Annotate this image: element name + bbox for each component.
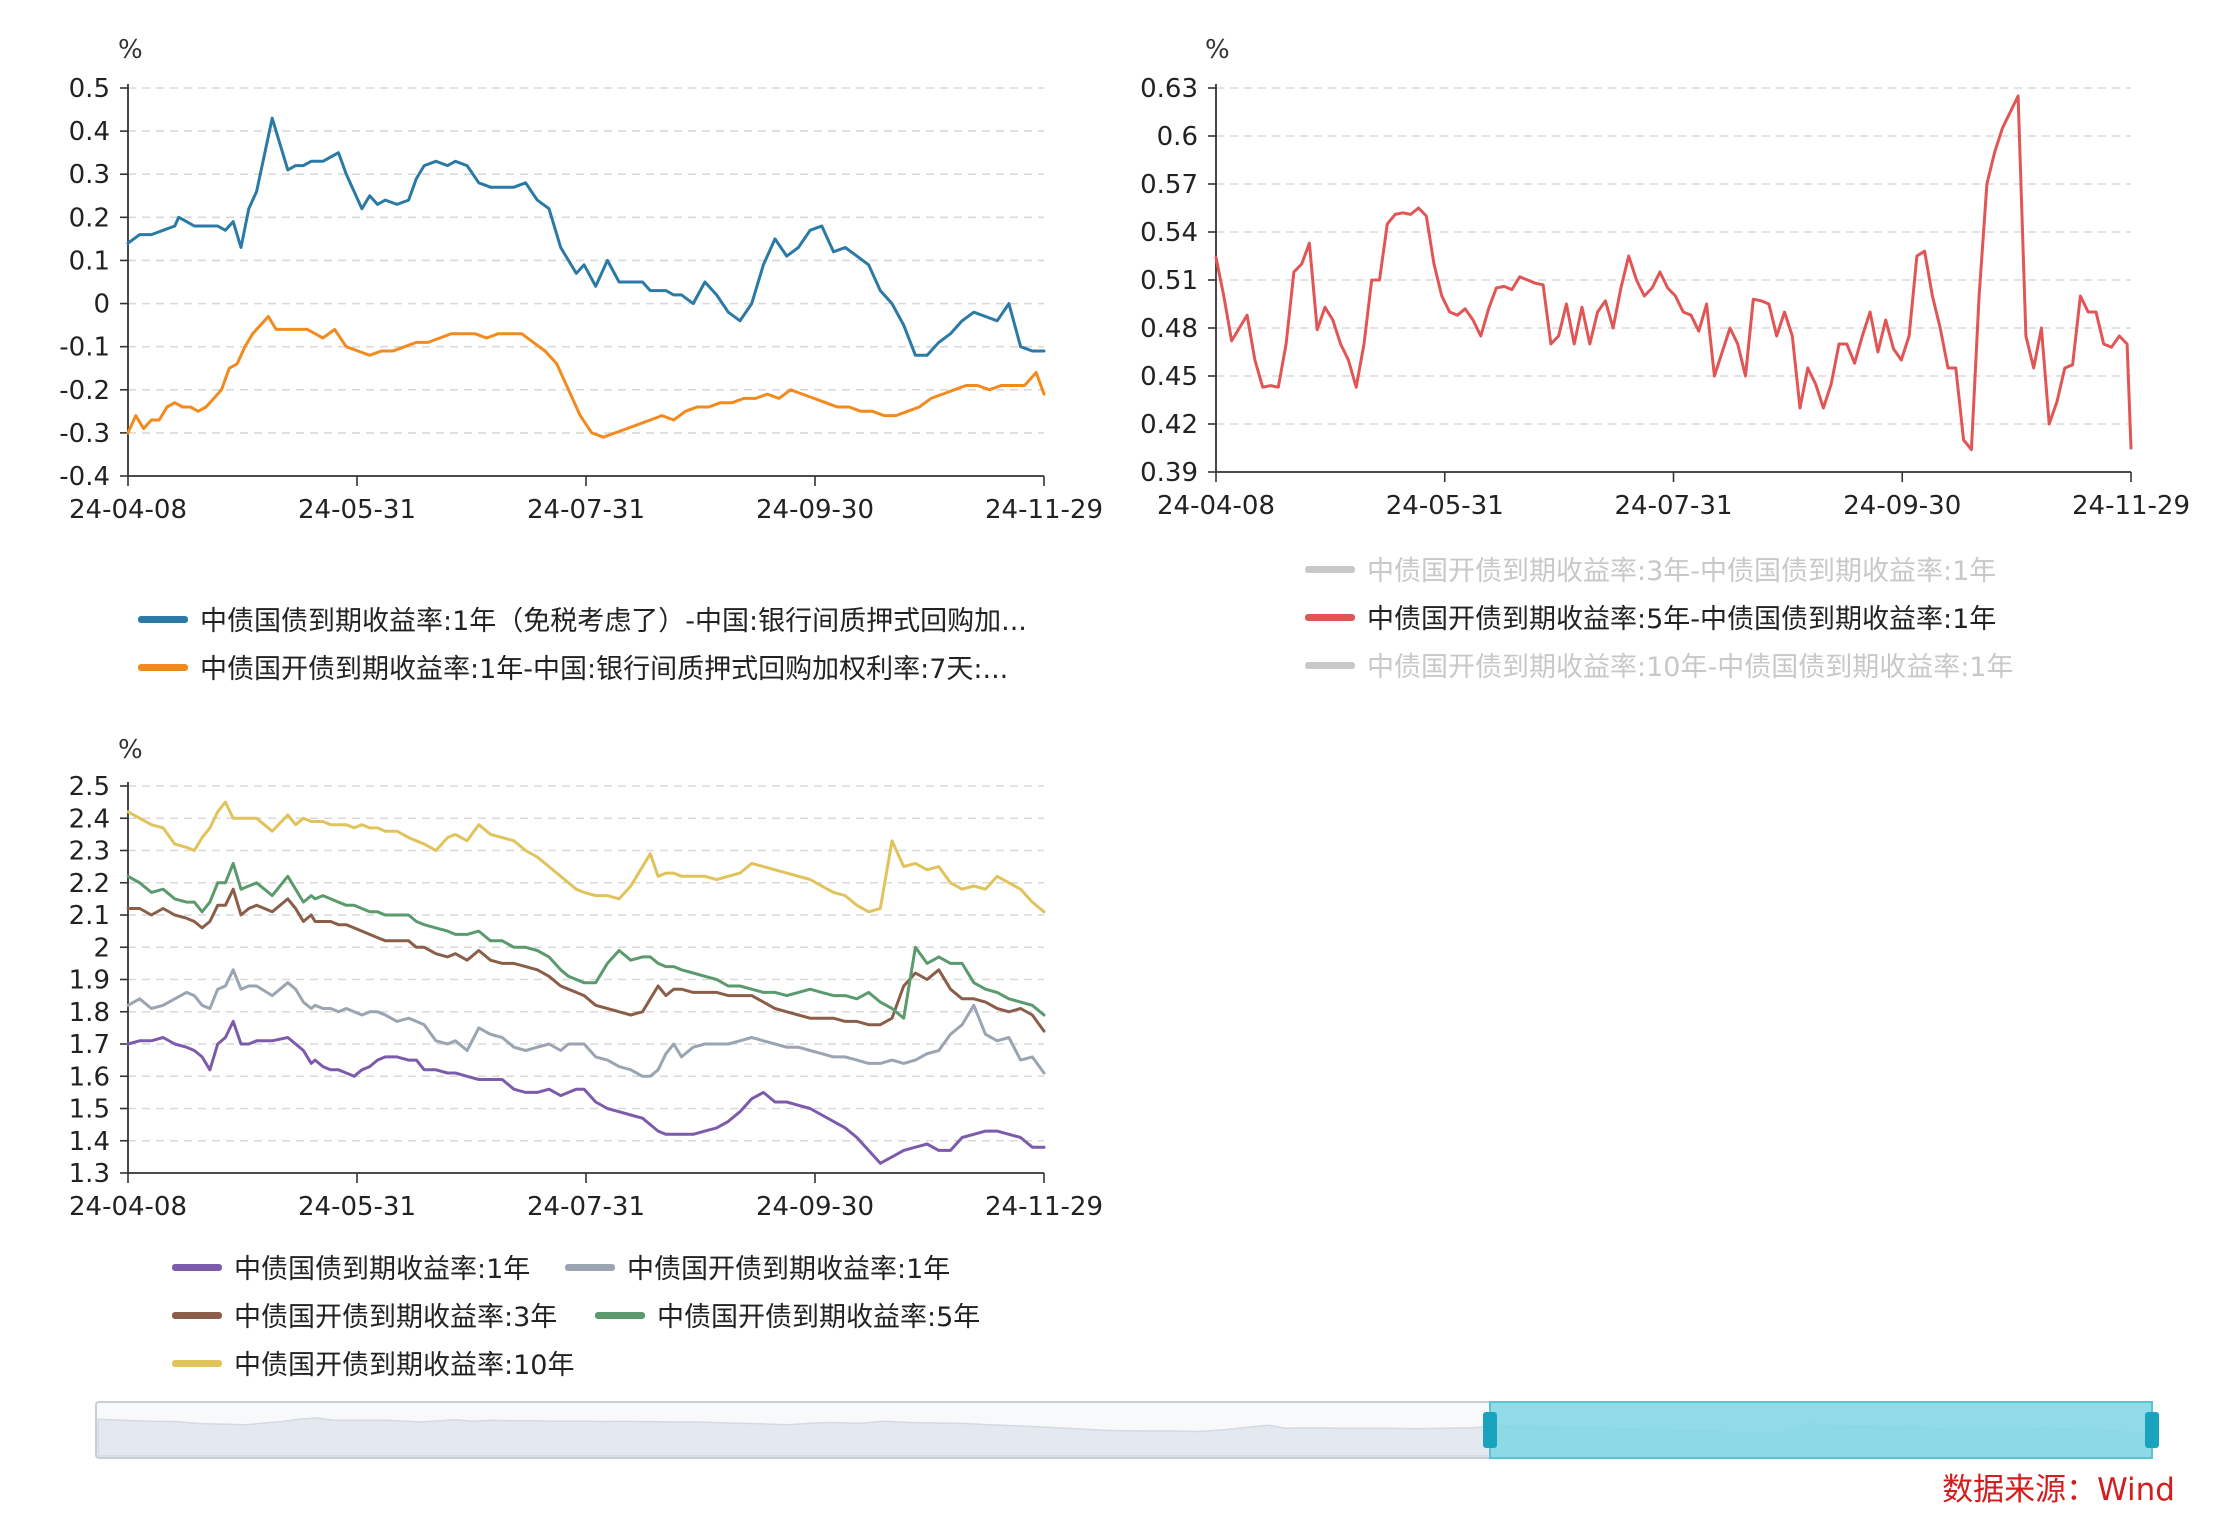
chart-spread-1y-vs-repo: % 0.5 0.4 0.3 0.2 0.1 0 -0.1 -0.2 -0.3 -0.424-04-0…	[59, 35, 1103, 525]
y-tick-label: 0.6	[1157, 122, 1198, 152]
y-tick-label: -0.2	[59, 376, 110, 406]
y-tick-label: 0.63	[1140, 74, 1198, 104]
y-tick-label: -0.3	[59, 419, 110, 449]
legend-label: 中债国开债到期收益率:5年-中债国债到期收益率:1年	[1367, 604, 1996, 635]
y-tick-label: 0.1	[69, 246, 110, 276]
y-tick-label: -0.1	[59, 333, 110, 363]
legend-swatch	[565, 1264, 615, 1271]
legend-item[interactable]: 中债国开债到期收益率:10年	[172, 1350, 574, 1381]
x-tick-label: 24-04-08	[69, 1192, 187, 1222]
y-tick-label: 2.1	[69, 901, 110, 931]
y-tick-label: 2.5	[69, 772, 110, 802]
legend-label: 中债国开债到期收益率:3年-中债国债到期收益率:1年	[1367, 556, 1996, 587]
y-tick-label: 0.4	[69, 117, 110, 147]
legend-label: 中债国债到期收益率:1年（免税考虑了）-中国:银行间质押式回购加...	[200, 606, 1027, 637]
y-tick-label: 1.5	[69, 1095, 110, 1125]
series-line-2-4	[126, 800, 1046, 914]
x-tick-label: 24-04-08	[69, 495, 187, 525]
y-axis-unit: %	[1205, 35, 1230, 65]
legend-item[interactable]: 中债国债到期收益率:1年（免税考虑了）-中国:银行间质押式回购加...	[138, 606, 1027, 637]
series-line-0-1	[126, 315, 1046, 439]
series-line-2-2	[126, 887, 1046, 1033]
legend-item[interactable]: 中债国债到期收益率:1年	[172, 1254, 530, 1285]
chart-yield-levels: %2.52.42.32.22.121.91.81.71.61.51.41.324…	[69, 735, 1103, 1222]
series-line-1-1	[1214, 94, 2133, 452]
y-tick-label: 1.8	[69, 998, 110, 1028]
legend-item[interactable]: 中债国开债到期收益率:3年-中债国债到期收益率:1年	[1305, 556, 1996, 587]
legend-swatch	[1305, 662, 1355, 669]
x-tick-label: 24-05-31	[298, 1192, 416, 1222]
legend-item[interactable]: 中债国开债到期收益率:3年	[172, 1302, 557, 1333]
x-tick-label: 24-05-31	[298, 495, 416, 525]
legend-label: 中债国开债到期收益率:5年	[657, 1302, 980, 1333]
legend-item[interactable]: 中债国开债到期收益率:5年	[595, 1302, 980, 1333]
y-tick-label: 1.4	[69, 1127, 110, 1157]
x-tick-label: 24-04-08	[1157, 491, 1275, 521]
y-tick-label: 1.3	[69, 1159, 110, 1189]
data-zoom-slider[interactable]	[95, 1401, 2159, 1459]
x-tick-label: 24-09-30	[1843, 491, 1961, 521]
slider-handle-left[interactable]	[1483, 1412, 1497, 1448]
legend-item[interactable]: 中债国开债到期收益率:5年-中债国债到期收益率:1年	[1305, 604, 1996, 635]
y-tick-label: 0.57	[1140, 170, 1198, 200]
legend-swatch	[1305, 614, 1355, 621]
legend-swatch	[172, 1264, 222, 1271]
slider-handle-right[interactable]	[2145, 1412, 2159, 1448]
y-tick-label: 1.6	[69, 1062, 110, 1092]
legend-label: 中债国开债到期收益率:10年	[234, 1350, 574, 1381]
y-tick-label: 0.3	[69, 160, 110, 190]
y-axis-unit: %	[118, 735, 143, 765]
legend-swatch	[1305, 566, 1355, 573]
legends: 中债国债到期收益率:1年（免税考虑了）-中国:银行间质押式回购加... 中债国开债…	[138, 556, 2013, 1381]
slider-selected-range[interactable]	[1489, 1401, 2153, 1459]
legend-label: 中债国开债到期收益率:1年-中国:银行间质押式回购加权利率:7天:...	[200, 654, 1008, 685]
y-tick-label: 0.2	[69, 203, 110, 233]
legend-item[interactable]: 中债国开债到期收益率:1年-中国:银行间质押式回购加权利率:7天:...	[138, 654, 1008, 685]
legend-swatch	[138, 616, 188, 623]
y-tick-label: 0	[93, 290, 110, 320]
y-tick-label: 1.9	[69, 966, 110, 996]
x-tick-label: 24-11-29	[985, 1192, 1103, 1222]
chart-spread-cdb-vs-treasury: %0.630.60.570.540.510.480.450.420.3924-0…	[1140, 35, 2190, 521]
y-tick-label: 1.7	[69, 1030, 110, 1060]
series-line-2-3	[126, 861, 1046, 1020]
legend-swatch	[172, 1312, 222, 1319]
y-axis-unit: %	[118, 35, 143, 65]
legend-swatch	[595, 1312, 645, 1319]
legend-swatch	[172, 1360, 222, 1367]
y-tick-label: -0.4	[59, 462, 110, 492]
legend-item[interactable]: 中债国开债到期收益率:1年	[565, 1254, 950, 1285]
x-tick-label: 24-11-29	[2072, 491, 2190, 521]
y-tick-label: 0.39	[1140, 458, 1198, 488]
x-tick-label: 24-07-31	[527, 1192, 645, 1222]
y-tick-label: 0.5	[69, 74, 110, 104]
x-tick-label: 24-07-31	[527, 495, 645, 525]
legend-swatch	[138, 664, 188, 671]
x-tick-label: 24-07-31	[1614, 491, 1732, 521]
y-tick-label: 0.45	[1140, 362, 1198, 392]
y-tick-label: 2.4	[69, 804, 110, 834]
y-tick-label: 2.3	[69, 837, 110, 867]
y-tick-label: 2.2	[69, 869, 110, 899]
y-tick-label: 0.51	[1140, 266, 1198, 296]
x-tick-label: 24-11-29	[985, 495, 1103, 525]
y-tick-label: 2	[93, 933, 110, 963]
legend-label: 中债国开债到期收益率:10年-中债国债到期收益率:1年	[1367, 652, 2013, 683]
legend-label: 中债国开债到期收益率:1年	[627, 1254, 950, 1285]
series-line-2-0	[126, 1019, 1046, 1165]
legend-label: 中债国开债到期收益率:3年	[234, 1302, 557, 1333]
legend-label: 中债国债到期收益率:1年	[234, 1254, 530, 1285]
x-tick-label: 24-05-31	[1386, 491, 1504, 521]
legend-item[interactable]: 中债国开债到期收益率:10年-中债国债到期收益率:1年	[1305, 652, 2013, 683]
x-tick-label: 24-09-30	[756, 495, 874, 525]
x-tick-label: 24-09-30	[756, 1192, 874, 1222]
series-line-2-1	[126, 968, 1046, 1078]
y-tick-label: 0.48	[1140, 314, 1198, 344]
y-tick-label: 0.54	[1140, 218, 1198, 248]
series-line-0-0	[126, 116, 1046, 357]
data-source-note: 数据来源：Wind	[1942, 1472, 2175, 1508]
y-tick-label: 0.42	[1140, 410, 1198, 440]
